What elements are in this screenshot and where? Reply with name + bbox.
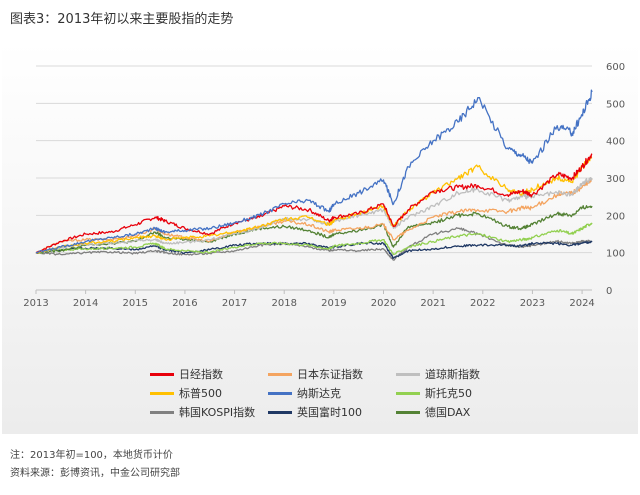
legend-item-8: 德国DAX [396,404,516,420]
y-tick-label: 0 [606,286,612,297]
chart-note: 注：2013年初=100，本地货币计价 [10,450,173,461]
legend-swatch [150,391,174,395]
y-tick-label: 600 [606,62,625,73]
legend-swatch [150,372,174,376]
chart-area: 0 100 200 300 400 500 600 2013 2014 2015 2016 2017 2… [0,40,640,440]
legend-item-5: 斯托克50 [396,385,516,401]
y-tick-label: 300 [606,174,625,185]
y-tick-label: 100 [606,249,625,260]
y-tick-label: 500 [606,99,625,110]
x-tick-label: 2014 [73,298,98,309]
legend-label: 日本东证指数 [297,368,363,381]
x-tick-label: 2019 [321,298,346,309]
legend-label: 道琼斯指数 [425,368,480,381]
legend-swatch [396,410,420,414]
legend-item-0: 日经指数 [150,366,268,382]
x-tick-label: 2024 [569,298,594,309]
legend-label: 韩国KOSPI指数 [179,406,256,419]
figure-title: 图表3：2013年初以来主要股指的走势 [10,12,234,27]
x-tick-label: 2020 [371,298,396,309]
legend-swatch [396,391,420,395]
legend-label: 德国DAX [425,406,471,419]
chart-legend: 日经指数 日本东证指数 道琼斯指数标普500 纳斯达克 斯托克50 韩国KOSPI指数 英国… [150,366,530,420]
x-tick-label: 2017 [222,298,247,309]
x-tick-label: 2021 [420,298,445,309]
x-tick-label: 2013 [23,298,48,309]
chart-source: 资料来源：彭博资讯，中金公司研究部 [10,468,180,479]
legend-swatch [268,391,292,395]
legend-label: 标普500 [179,387,222,400]
x-tick-label: 2016 [172,298,197,309]
legend-swatch [268,410,292,414]
legend-item-7: 英国富时100 [268,404,396,420]
x-tick-label: 2023 [520,298,545,309]
x-tick-label: 2015 [123,298,148,309]
y-tick-label: 400 [606,137,625,148]
legend-item-6: 韩国KOSPI指数 [150,404,268,420]
legend-item-3: 标普500 [150,385,268,401]
legend-label: 斯托克50 [425,387,472,400]
legend-item-1: 日本东证指数 [268,366,396,382]
series-line-6 [35,227,593,261]
y-tick-label: 200 [606,211,625,222]
series-line-5 [35,222,593,256]
legend-label: 英国富时100 [297,406,362,419]
legend-swatch [396,372,420,376]
series-line-8 [35,205,593,254]
x-tick-label: 2018 [271,298,296,309]
x-tick-label: 2022 [470,298,495,309]
series-line-4 [35,89,593,254]
legend-item-2: 道琼斯指数 [396,366,516,382]
series-line-0 [35,153,593,254]
legend-swatch [150,410,174,414]
line-chart: 0 100 200 300 400 500 600 2013 2014 2015 2016 2017 2… [2,42,638,434]
legend-item-4: 纳斯达克 [268,385,396,401]
legend-label: 纳斯达克 [297,387,341,400]
legend-label: 日经指数 [179,368,223,381]
legend-swatch [268,372,292,376]
